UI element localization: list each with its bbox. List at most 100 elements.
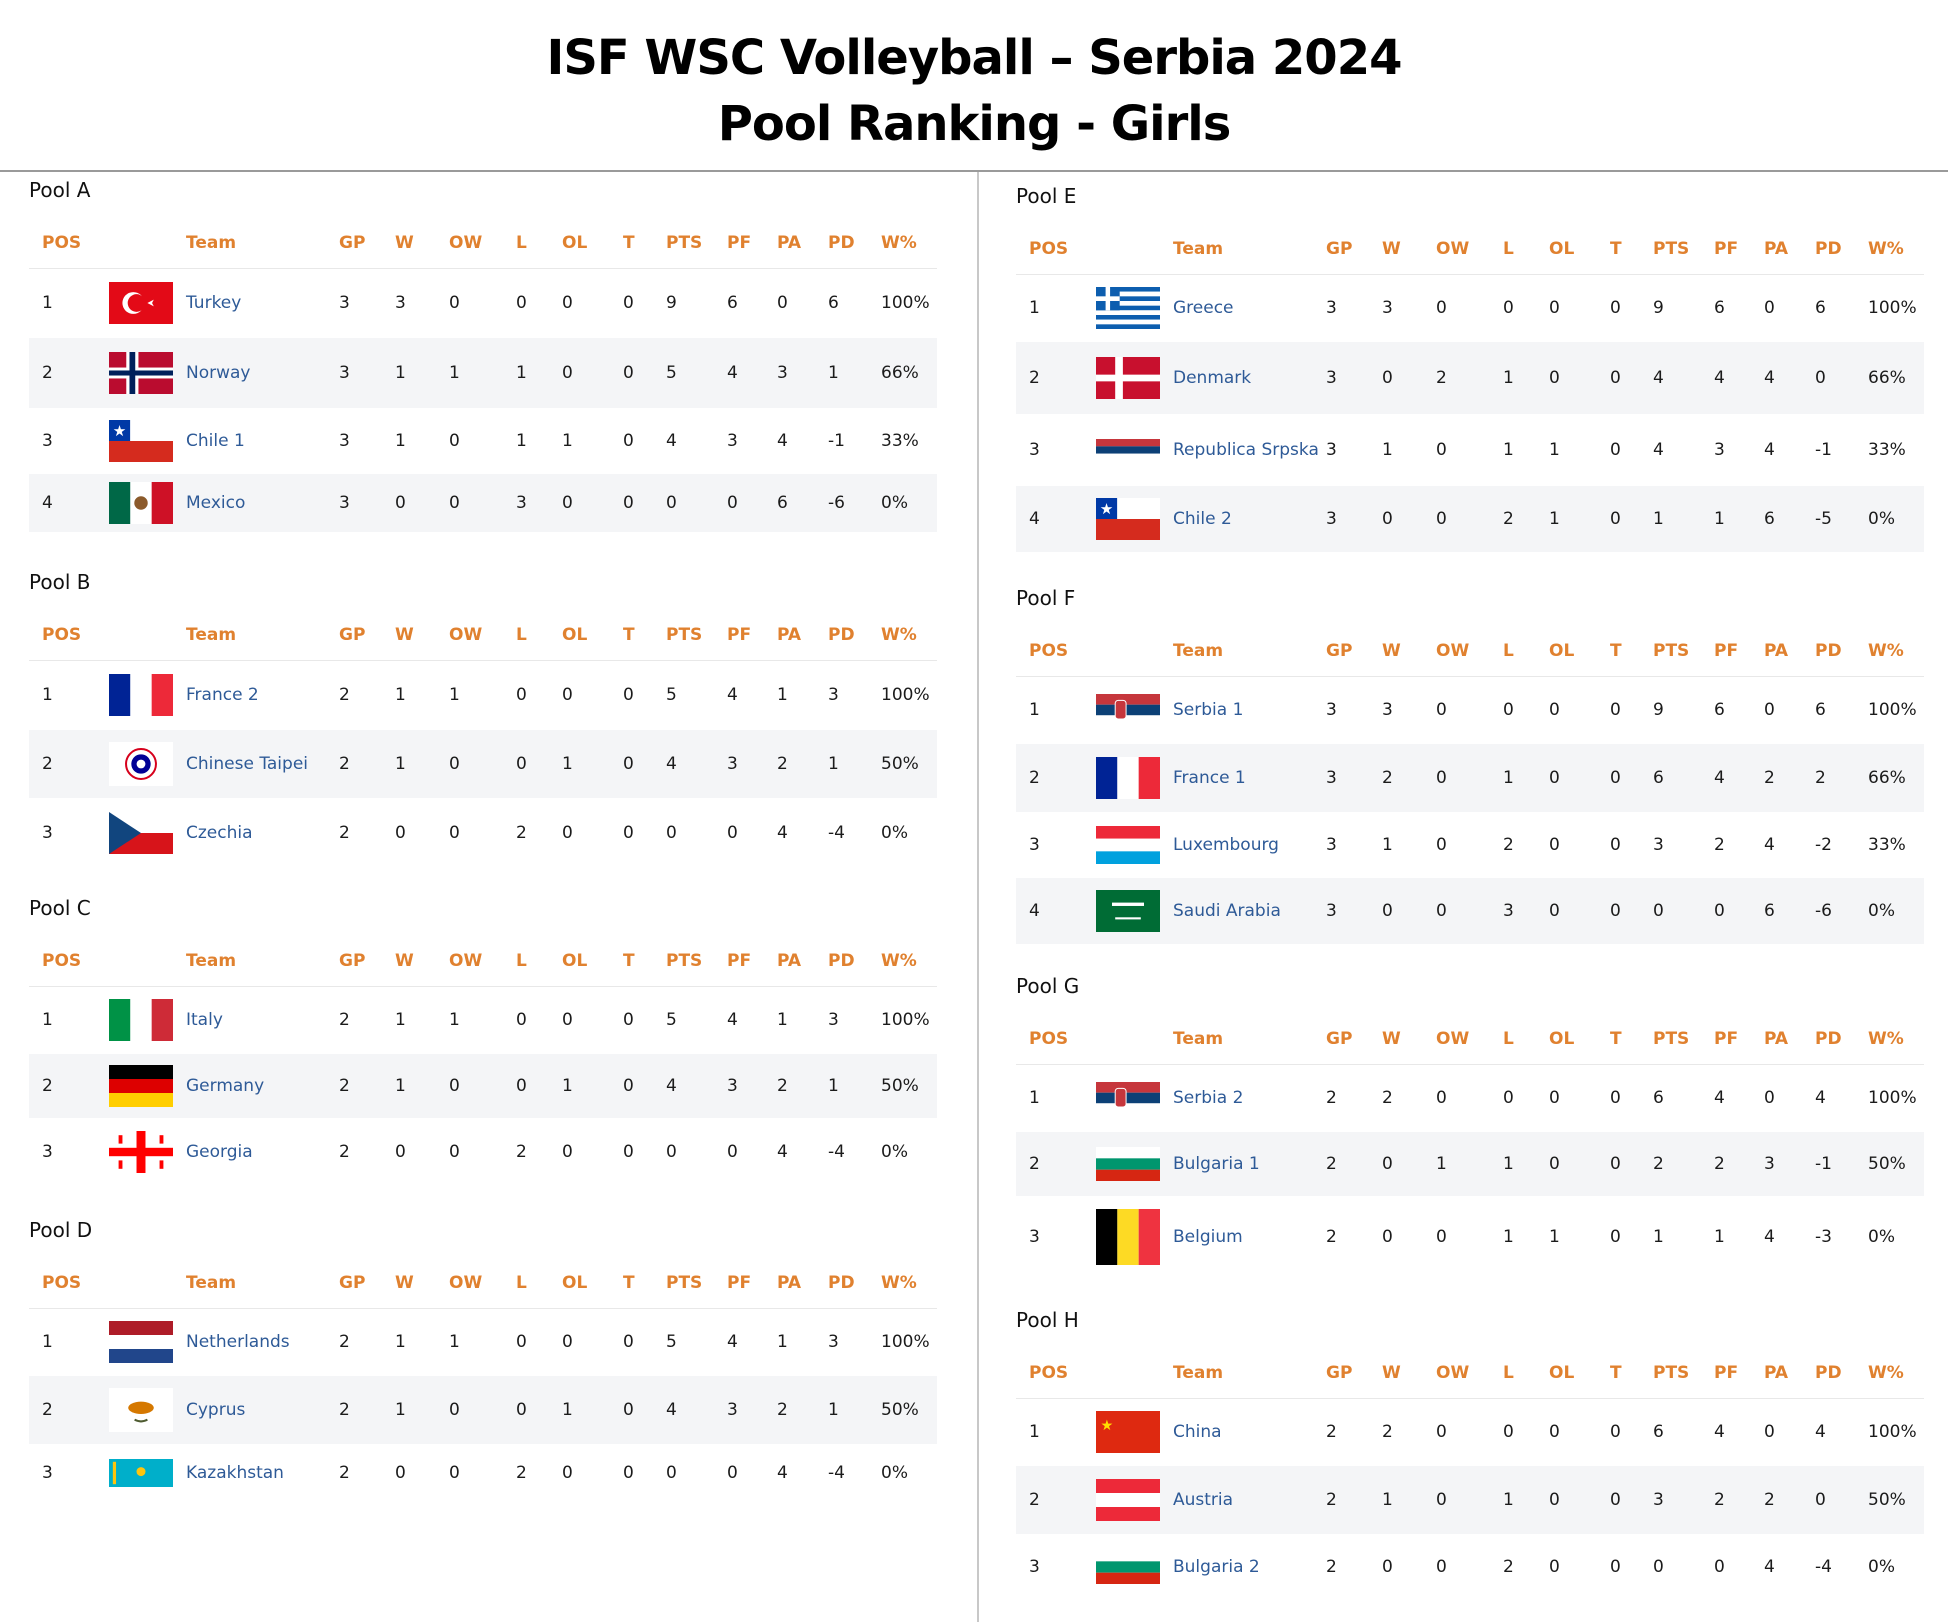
team-link[interactable]: Cyprus <box>186 1400 246 1420</box>
column-header-ow[interactable]: OW <box>449 951 483 971</box>
column-header-ol[interactable]: OL <box>1549 641 1575 661</box>
column-header-gp[interactable]: GP <box>1326 1363 1353 1383</box>
column-header-pd[interactable]: PD <box>828 1273 855 1293</box>
team-link[interactable]: Mexico <box>186 493 246 513</box>
column-header-l[interactable]: L <box>516 951 527 971</box>
team-link[interactable]: Luxembourg <box>1173 835 1279 855</box>
team-link[interactable]: Republica Srpska <box>1173 440 1319 460</box>
team-link[interactable]: Saudi Arabia <box>1173 901 1281 921</box>
column-header-pos[interactable]: POS <box>1029 641 1069 661</box>
column-header-t[interactable]: T <box>623 625 635 645</box>
column-header-wp[interactable]: W% <box>881 625 917 645</box>
column-header-ow[interactable]: OW <box>449 233 483 253</box>
column-header-gp[interactable]: GP <box>339 233 366 253</box>
column-header-wp[interactable]: W% <box>881 951 917 971</box>
column-header-w[interactable]: W <box>1382 1029 1401 1049</box>
team-link[interactable]: Germany <box>186 1076 265 1096</box>
team-link[interactable]: Bulgaria 1 <box>1173 1154 1260 1174</box>
column-header-t[interactable]: T <box>1610 641 1622 661</box>
team-link[interactable]: Norway <box>186 363 251 383</box>
column-header-ow[interactable]: OW <box>1436 1363 1470 1383</box>
column-header-l[interactable]: L <box>1503 239 1514 259</box>
column-header-l[interactable]: L <box>516 1273 527 1293</box>
column-header-wp[interactable]: W% <box>1868 239 1904 259</box>
column-header-gp[interactable]: GP <box>339 951 366 971</box>
column-header-pd[interactable]: PD <box>1815 641 1842 661</box>
column-header-pf[interactable]: PF <box>1714 1029 1739 1049</box>
column-header-w[interactable]: W <box>395 1273 414 1293</box>
team-link[interactable]: Chile 1 <box>186 431 245 451</box>
column-header-ol[interactable]: OL <box>562 625 588 645</box>
column-header-w[interactable]: W <box>1382 641 1401 661</box>
column-header-gp[interactable]: GP <box>1326 1029 1353 1049</box>
team-link[interactable]: Denmark <box>1173 368 1252 388</box>
column-header-team[interactable]: Team <box>1173 239 1224 259</box>
column-header-pd[interactable]: PD <box>828 625 855 645</box>
team-link[interactable]: China <box>1173 1422 1222 1442</box>
column-header-pts[interactable]: PTS <box>1653 1363 1690 1383</box>
column-header-pf[interactable]: PF <box>727 233 752 253</box>
column-header-w[interactable]: W <box>395 233 414 253</box>
column-header-l[interactable]: L <box>1503 641 1514 661</box>
column-header-team[interactable]: Team <box>186 233 237 253</box>
column-header-pos[interactable]: POS <box>1029 239 1069 259</box>
column-header-wp[interactable]: W% <box>1868 641 1904 661</box>
column-header-pa[interactable]: PA <box>777 233 802 253</box>
column-header-ol[interactable]: OL <box>1549 1363 1575 1383</box>
column-header-ol[interactable]: OL <box>562 233 588 253</box>
team-link[interactable]: Kazakhstan <box>186 1463 284 1483</box>
column-header-gp[interactable]: GP <box>339 1273 366 1293</box>
column-header-pa[interactable]: PA <box>777 951 802 971</box>
column-header-l[interactable]: L <box>1503 1029 1514 1049</box>
team-link[interactable]: Netherlands <box>186 1332 290 1352</box>
column-header-pts[interactable]: PTS <box>1653 641 1690 661</box>
column-header-pd[interactable]: PD <box>1815 1029 1842 1049</box>
column-header-gp[interactable]: GP <box>1326 641 1353 661</box>
column-header-pos[interactable]: POS <box>42 1273 82 1293</box>
team-link[interactable]: France 1 <box>1173 768 1246 788</box>
column-header-wp[interactable]: W% <box>1868 1029 1904 1049</box>
column-header-ol[interactable]: OL <box>1549 1029 1575 1049</box>
column-header-w[interactable]: W <box>1382 1363 1401 1383</box>
column-header-ow[interactable]: OW <box>1436 641 1470 661</box>
column-header-wp[interactable]: W% <box>881 233 917 253</box>
column-header-pd[interactable]: PD <box>828 951 855 971</box>
column-header-pos[interactable]: POS <box>42 951 82 971</box>
column-header-pd[interactable]: PD <box>1815 1363 1842 1383</box>
column-header-pf[interactable]: PF <box>1714 239 1739 259</box>
column-header-ow[interactable]: OW <box>449 1273 483 1293</box>
column-header-pos[interactable]: POS <box>42 625 82 645</box>
column-header-pf[interactable]: PF <box>727 1273 752 1293</box>
column-header-pts[interactable]: PTS <box>1653 1029 1690 1049</box>
team-link[interactable]: Italy <box>186 1010 223 1030</box>
column-header-w[interactable]: W <box>395 625 414 645</box>
column-header-team[interactable]: Team <box>1173 1029 1224 1049</box>
column-header-l[interactable]: L <box>1503 1363 1514 1383</box>
column-header-pf[interactable]: PF <box>727 625 752 645</box>
column-header-w[interactable]: W <box>395 951 414 971</box>
team-link[interactable]: Austria <box>1173 1490 1234 1510</box>
column-header-pa[interactable]: PA <box>1764 1363 1789 1383</box>
column-header-ow[interactable]: OW <box>1436 239 1470 259</box>
column-header-ol[interactable]: OL <box>1549 239 1575 259</box>
column-header-pa[interactable]: PA <box>1764 1029 1789 1049</box>
column-header-pd[interactable]: PD <box>828 233 855 253</box>
column-header-t[interactable]: T <box>1610 1363 1622 1383</box>
column-header-pa[interactable]: PA <box>1764 239 1789 259</box>
team-link[interactable]: Georgia <box>186 1142 253 1162</box>
column-header-gp[interactable]: GP <box>339 625 366 645</box>
column-header-team[interactable]: Team <box>1173 1363 1224 1383</box>
column-header-pf[interactable]: PF <box>727 951 752 971</box>
column-header-t[interactable]: T <box>623 1273 635 1293</box>
column-header-pos[interactable]: POS <box>42 233 82 253</box>
column-header-team[interactable]: Team <box>186 625 237 645</box>
column-header-t[interactable]: T <box>1610 239 1622 259</box>
column-header-gp[interactable]: GP <box>1326 239 1353 259</box>
column-header-team[interactable]: Team <box>186 951 237 971</box>
column-header-pd[interactable]: PD <box>1815 239 1842 259</box>
team-link[interactable]: Bulgaria 2 <box>1173 1557 1260 1577</box>
column-header-t[interactable]: T <box>1610 1029 1622 1049</box>
team-link[interactable]: Chinese Taipei <box>186 754 309 774</box>
column-header-pos[interactable]: POS <box>1029 1029 1069 1049</box>
column-header-pts[interactable]: PTS <box>666 951 703 971</box>
